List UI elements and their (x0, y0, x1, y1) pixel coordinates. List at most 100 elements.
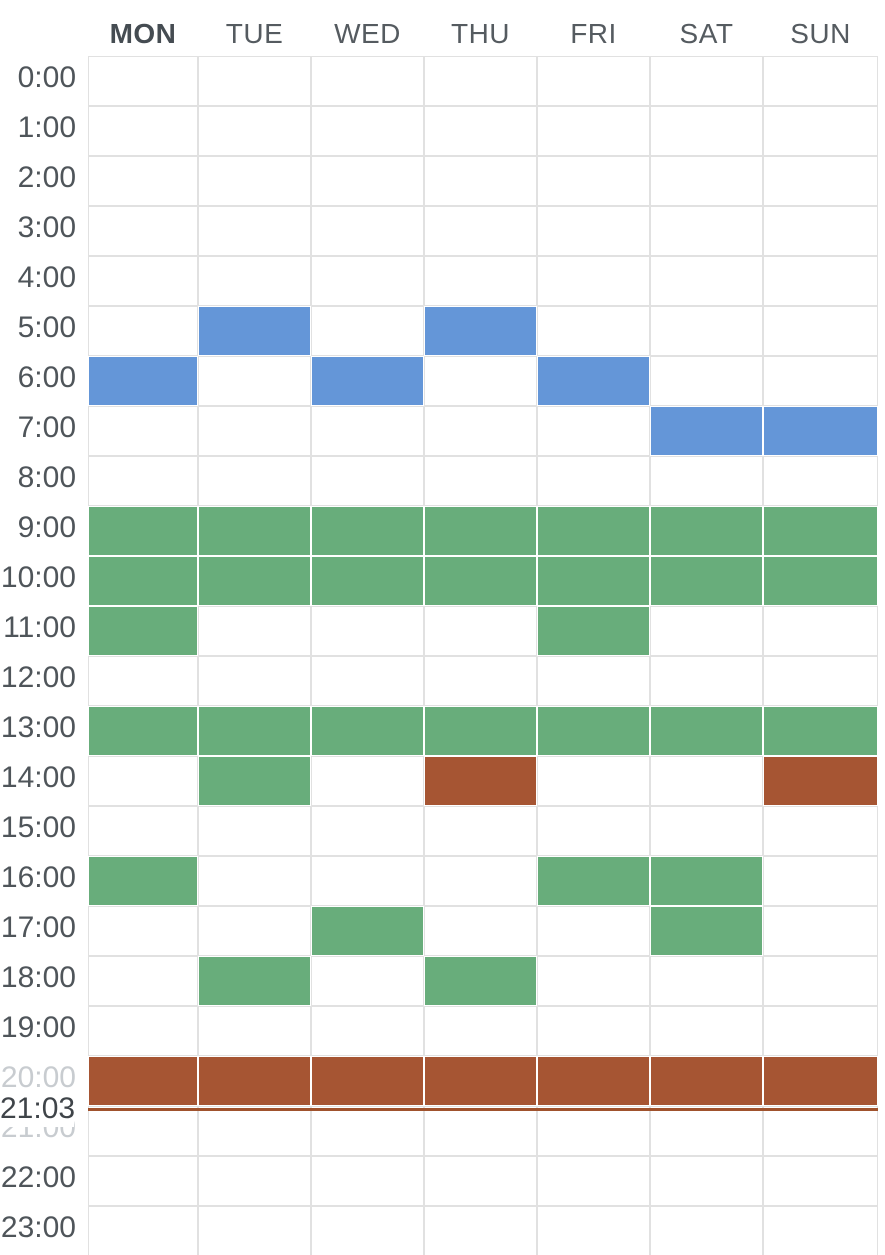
time-slot-blue[interactable] (198, 306, 311, 356)
time-slot-empty[interactable] (88, 956, 198, 1006)
time-slot-empty[interactable] (537, 256, 650, 306)
time-slot-empty[interactable] (198, 106, 311, 156)
time-slot-empty[interactable] (198, 656, 311, 706)
time-slot-empty[interactable] (424, 456, 537, 506)
time-slot-empty[interactable] (311, 256, 424, 306)
time-slot-empty[interactable] (311, 1206, 424, 1255)
time-slot-empty[interactable] (88, 456, 198, 506)
time-slot-green[interactable] (650, 706, 763, 756)
time-slot-empty[interactable] (88, 806, 198, 856)
time-slot-empty[interactable] (311, 456, 424, 506)
time-slot-empty[interactable] (424, 606, 537, 656)
time-slot-empty[interactable] (198, 1006, 311, 1056)
day-header-mon[interactable]: MON (109, 18, 177, 49)
time-slot-rust[interactable] (763, 1056, 878, 1106)
time-slot-empty[interactable] (763, 856, 878, 906)
time-slot-green[interactable] (198, 506, 311, 556)
day-header-fri[interactable]: FRI (570, 18, 617, 49)
time-slot-green[interactable] (537, 606, 650, 656)
time-slot-rust[interactable] (650, 1056, 763, 1106)
time-slot-empty[interactable] (763, 456, 878, 506)
time-slot-empty[interactable] (424, 106, 537, 156)
time-slot-empty[interactable] (763, 56, 878, 106)
time-slot-green[interactable] (198, 956, 311, 1006)
time-slot-empty[interactable] (650, 106, 763, 156)
time-slot-empty[interactable] (537, 156, 650, 206)
time-slot-empty[interactable] (763, 256, 878, 306)
time-slot-green[interactable] (650, 856, 763, 906)
time-slot-green[interactable] (763, 506, 878, 556)
time-slot-empty[interactable] (763, 1156, 878, 1206)
time-slot-empty[interactable] (88, 906, 198, 956)
time-slot-empty[interactable] (424, 56, 537, 106)
time-slot-empty[interactable] (198, 406, 311, 456)
time-slot-empty[interactable] (311, 106, 424, 156)
time-slot-empty[interactable] (88, 656, 198, 706)
time-slot-empty[interactable] (88, 1156, 198, 1206)
time-slot-empty[interactable] (763, 306, 878, 356)
time-slot-empty[interactable] (198, 206, 311, 256)
time-slot-empty[interactable] (311, 856, 424, 906)
time-slot-empty[interactable] (763, 1206, 878, 1255)
time-slot-empty[interactable] (537, 306, 650, 356)
time-slot-empty[interactable] (763, 156, 878, 206)
time-slot-empty[interactable] (424, 856, 537, 906)
time-slot-empty[interactable] (311, 1156, 424, 1206)
time-slot-empty[interactable] (424, 1206, 537, 1255)
time-slot-rust[interactable] (424, 1056, 537, 1106)
time-slot-empty[interactable] (198, 456, 311, 506)
time-slot-empty[interactable] (537, 456, 650, 506)
time-slot-green[interactable] (198, 706, 311, 756)
time-slot-empty[interactable] (537, 1206, 650, 1255)
time-slot-empty[interactable] (537, 56, 650, 106)
time-slot-empty[interactable] (537, 956, 650, 1006)
time-slot-green[interactable] (198, 556, 311, 606)
time-slot-empty[interactable] (763, 1106, 878, 1156)
time-slot-green[interactable] (763, 556, 878, 606)
time-slot-empty[interactable] (88, 106, 198, 156)
time-slot-empty[interactable] (537, 1106, 650, 1156)
time-slot-empty[interactable] (311, 1006, 424, 1056)
time-slot-green[interactable] (537, 556, 650, 606)
time-slot-empty[interactable] (198, 906, 311, 956)
time-slot-empty[interactable] (198, 356, 311, 406)
time-slot-green[interactable] (88, 856, 198, 906)
time-slot-green[interactable] (650, 506, 763, 556)
time-slot-empty[interactable] (763, 206, 878, 256)
time-slot-empty[interactable] (198, 806, 311, 856)
time-slot-blue[interactable] (311, 356, 424, 406)
time-slot-empty[interactable] (650, 56, 763, 106)
time-slot-empty[interactable] (650, 1206, 763, 1255)
day-header-thu[interactable]: THU (450, 18, 511, 49)
time-slot-blue[interactable] (424, 306, 537, 356)
time-slot-empty[interactable] (537, 106, 650, 156)
time-slot-empty[interactable] (650, 956, 763, 1006)
time-slot-empty[interactable] (311, 656, 424, 706)
time-slot-empty[interactable] (537, 906, 650, 956)
time-slot-empty[interactable] (537, 656, 650, 706)
time-slot-green[interactable] (537, 706, 650, 756)
time-slot-blue[interactable] (537, 356, 650, 406)
time-slot-empty[interactable] (763, 656, 878, 706)
time-slot-green[interactable] (424, 706, 537, 756)
time-slot-empty[interactable] (311, 956, 424, 1006)
day-header-tue[interactable]: TUE (225, 18, 284, 49)
time-slot-rust[interactable] (88, 1056, 198, 1106)
time-slot-empty[interactable] (424, 256, 537, 306)
time-slot-green[interactable] (537, 506, 650, 556)
time-slot-rust[interactable] (537, 1056, 650, 1106)
time-slot-green[interactable] (537, 856, 650, 906)
time-slot-empty[interactable] (88, 756, 198, 806)
time-slot-rust[interactable] (424, 756, 537, 806)
time-slot-green[interactable] (763, 706, 878, 756)
time-slot-empty[interactable] (537, 806, 650, 856)
time-slot-green[interactable] (88, 556, 198, 606)
time-slot-empty[interactable] (88, 56, 198, 106)
time-slot-empty[interactable] (311, 756, 424, 806)
time-slot-empty[interactable] (424, 356, 537, 406)
time-slot-green[interactable] (88, 506, 198, 556)
day-header-sun[interactable]: SUN (790, 18, 851, 49)
time-slot-empty[interactable] (650, 456, 763, 506)
time-slot-empty[interactable] (88, 156, 198, 206)
time-slot-empty[interactable] (198, 256, 311, 306)
